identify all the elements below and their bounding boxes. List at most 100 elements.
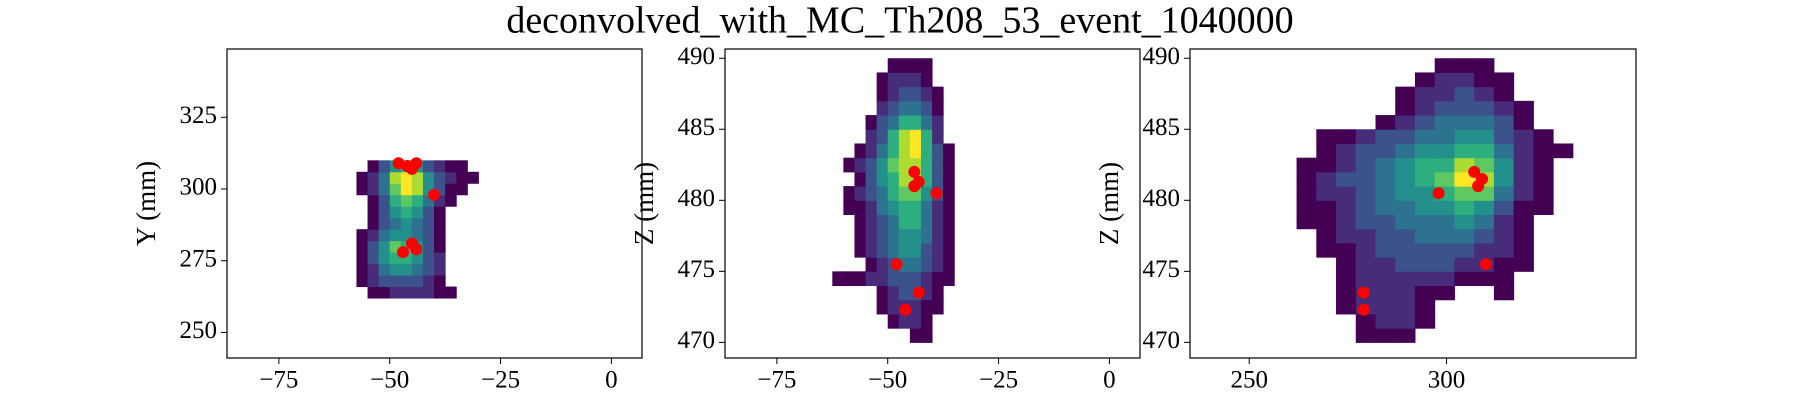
heatmap-cell xyxy=(456,160,468,173)
heatmap-cell xyxy=(887,115,900,130)
heatmap-cell xyxy=(1493,200,1515,216)
heatmap-cell xyxy=(1375,115,1396,130)
point xyxy=(890,258,903,271)
heatmap-cell xyxy=(411,275,424,288)
heatmap-cell xyxy=(1316,143,1337,159)
heatmap-cell xyxy=(854,186,867,201)
point xyxy=(912,175,925,188)
heatmap-cell xyxy=(1434,214,1455,230)
heatmap-cell xyxy=(1434,100,1455,116)
heatmap-cell xyxy=(876,86,889,102)
heatmap-cell xyxy=(1316,129,1337,144)
y-tick-label: 325 xyxy=(180,102,218,129)
heatmap-cell xyxy=(887,200,900,216)
heatmap-cell xyxy=(920,285,933,301)
heatmap-cell xyxy=(943,214,955,230)
heatmap-cell xyxy=(389,263,402,276)
heatmap-cell xyxy=(920,157,933,173)
heatmap-cell xyxy=(887,214,900,230)
heatmap-cell xyxy=(1395,157,1416,173)
heatmap-cell xyxy=(887,129,900,144)
heatmap-cell xyxy=(887,299,900,315)
panel: −75 −50 −25 0 470 475 480 485 490 Z (mm) xyxy=(629,43,1141,394)
heatmap-cell xyxy=(920,200,933,216)
heatmap-cell xyxy=(1395,129,1416,144)
heatmap-cell xyxy=(1513,257,1534,272)
heatmap-cell xyxy=(422,206,435,219)
heatmap-cell xyxy=(1474,58,1495,73)
heatmap-cell xyxy=(1316,242,1337,258)
heatmap-cell xyxy=(909,214,922,230)
axes-frame xyxy=(226,48,643,359)
heatmap-cell xyxy=(865,257,878,272)
heatmap-cell xyxy=(1414,257,1436,272)
points xyxy=(1357,165,1493,316)
heatmap-cell xyxy=(832,271,844,287)
heatmap-cell xyxy=(434,206,446,219)
heatmap-cell xyxy=(1375,143,1396,159)
heatmap-cell xyxy=(1493,86,1515,102)
heatmap-cell xyxy=(1355,200,1377,216)
heatmap-cell xyxy=(920,143,933,159)
heatmap-cell xyxy=(1414,143,1436,159)
heatmap-cell xyxy=(1395,200,1416,216)
heatmap-cell xyxy=(909,100,922,116)
heatmap-cell xyxy=(876,72,889,88)
heatmap xyxy=(356,160,479,299)
heatmap-cell xyxy=(1493,214,1515,230)
heatmap-cell xyxy=(422,286,435,299)
heatmap-cell xyxy=(1395,171,1416,187)
heatmap-cell xyxy=(1493,115,1515,130)
heatmap-cell xyxy=(876,257,889,272)
heatmap-cell xyxy=(898,157,911,173)
heatmap-cell xyxy=(367,194,380,207)
x-tick-label: −25 xyxy=(979,367,1018,394)
y-tick-label: 480 xyxy=(678,185,716,212)
heatmap-cell xyxy=(909,328,922,343)
heatmap-cell xyxy=(367,183,380,196)
heatmap-cell xyxy=(1454,72,1475,88)
heatmap-cell xyxy=(854,242,867,258)
heatmap-cell xyxy=(445,286,457,299)
heatmap-cell xyxy=(434,183,446,196)
heatmap-cell xyxy=(932,86,944,102)
heatmap-cell xyxy=(1493,129,1515,144)
heatmap-cell xyxy=(1395,214,1416,230)
heatmap-cell xyxy=(367,263,380,276)
heatmap-cell xyxy=(932,129,944,144)
heatmap-cell xyxy=(356,183,369,196)
heatmap-cell xyxy=(920,72,933,88)
point xyxy=(1357,303,1370,316)
heatmap-cell xyxy=(909,58,922,73)
heatmap-cell xyxy=(434,171,446,184)
heatmap-cell xyxy=(1533,129,1554,144)
heatmap-cell xyxy=(1355,271,1377,287)
heatmap-cell xyxy=(1414,271,1436,287)
heatmap-cell xyxy=(1513,143,1534,159)
heatmap-cell xyxy=(909,228,922,244)
heatmap-cell xyxy=(1474,100,1495,116)
heatmap-cell xyxy=(920,242,933,258)
heatmap-cell xyxy=(1355,186,1377,201)
y-axis-label: Z (mm) xyxy=(1094,162,1124,245)
heatmap-cell xyxy=(854,157,867,173)
heatmap-cell xyxy=(1513,171,1534,187)
heatmap-cell xyxy=(1296,186,1317,201)
point xyxy=(1357,286,1370,299)
heatmap-cell xyxy=(1434,86,1455,102)
heatmap-cell xyxy=(1513,115,1534,130)
heatmap-cell xyxy=(932,157,944,173)
heatmap-cell xyxy=(378,275,391,288)
heatmap-cell xyxy=(1474,228,1495,244)
heatmap-cell xyxy=(1513,228,1534,244)
heatmap-cell xyxy=(909,143,922,159)
heatmap-cell xyxy=(854,214,867,230)
heatmap-cell xyxy=(378,240,391,253)
heatmap-cell xyxy=(876,228,889,244)
heatmap-cell xyxy=(1474,72,1495,88)
heatmap-cell xyxy=(411,252,424,265)
heatmap-cell xyxy=(876,171,889,187)
heatmap-cell xyxy=(1434,242,1455,258)
point xyxy=(428,188,441,201)
heatmap-cell xyxy=(1316,214,1337,230)
